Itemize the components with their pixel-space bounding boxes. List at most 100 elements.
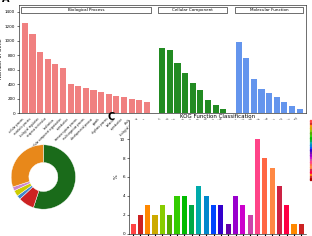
Bar bbox=[291, 224, 297, 234]
Bar bbox=[196, 186, 202, 234]
Text: binding: binding bbox=[229, 117, 239, 127]
Bar bbox=[130, 224, 136, 234]
Bar bbox=[52, 64, 58, 113]
Text: protein binding TF: protein binding TF bbox=[280, 117, 300, 136]
Y-axis label: %: % bbox=[114, 175, 119, 179]
Bar bbox=[243, 58, 249, 113]
Bar bbox=[281, 102, 287, 113]
Bar bbox=[98, 92, 104, 113]
Text: protein-containing complex: protein-containing complex bbox=[165, 117, 193, 145]
Bar bbox=[60, 68, 66, 113]
Text: A: A bbox=[2, 0, 9, 4]
Text: immune system process: immune system process bbox=[54, 117, 78, 142]
Bar bbox=[182, 73, 188, 113]
Wedge shape bbox=[11, 145, 43, 187]
Bar bbox=[204, 196, 209, 234]
Bar bbox=[138, 215, 143, 234]
Text: cellular component organization: cellular component organization bbox=[31, 117, 63, 149]
Text: supramolecular fiber: supramolecular fiber bbox=[202, 117, 223, 139]
Text: membrane-enclosed lumen: membrane-enclosed lumen bbox=[173, 117, 200, 144]
Bar bbox=[174, 63, 181, 113]
Text: structural molecule activity: structural molecule activity bbox=[227, 117, 254, 144]
Bar bbox=[145, 205, 150, 234]
Bar bbox=[211, 205, 216, 234]
Text: molecular function regulator: molecular function regulator bbox=[241, 117, 269, 145]
Bar bbox=[106, 94, 112, 113]
Bar bbox=[248, 215, 253, 234]
Text: death: death bbox=[124, 117, 132, 125]
Text: biological adhesion: biological adhesion bbox=[119, 117, 139, 137]
Bar bbox=[37, 52, 43, 113]
Text: biological regulation: biological regulation bbox=[19, 117, 40, 138]
Bar bbox=[274, 97, 280, 113]
Bar bbox=[129, 99, 135, 113]
Wedge shape bbox=[14, 183, 32, 196]
Text: rhythmic process: rhythmic process bbox=[91, 117, 109, 135]
Text: metabolic process: metabolic process bbox=[13, 117, 32, 136]
Text: organelle: organelle bbox=[166, 117, 178, 128]
Text: C: C bbox=[107, 112, 115, 122]
Bar bbox=[45, 59, 51, 113]
Wedge shape bbox=[20, 187, 39, 208]
Text: pigmentation: pigmentation bbox=[132, 117, 147, 132]
Text: extracellular region: extracellular region bbox=[188, 117, 208, 137]
Bar bbox=[190, 83, 196, 113]
Wedge shape bbox=[13, 181, 30, 191]
Bar bbox=[22, 23, 28, 113]
Bar bbox=[233, 196, 238, 234]
Bar bbox=[68, 84, 74, 113]
Text: macromolecular complex: macromolecular complex bbox=[190, 117, 216, 143]
FancyBboxPatch shape bbox=[158, 7, 227, 13]
Text: cell part: cell part bbox=[160, 117, 170, 127]
Bar bbox=[153, 215, 158, 234]
Bar bbox=[159, 48, 165, 113]
Text: multi-organism process: multi-organism process bbox=[62, 117, 86, 141]
Bar bbox=[182, 196, 187, 234]
Text: reproduction: reproduction bbox=[56, 117, 71, 131]
Text: nucleic acid binding TF: nucleic acid binding TF bbox=[261, 117, 284, 141]
Wedge shape bbox=[17, 185, 33, 199]
Bar bbox=[284, 205, 289, 234]
Bar bbox=[218, 205, 223, 234]
Bar bbox=[251, 79, 257, 113]
Bar bbox=[262, 158, 267, 234]
Bar bbox=[266, 93, 272, 113]
Text: localization: localization bbox=[42, 117, 55, 130]
Bar bbox=[270, 168, 275, 234]
Bar bbox=[220, 109, 227, 113]
Text: transporter activity: transporter activity bbox=[241, 117, 261, 137]
Text: growth: growth bbox=[92, 117, 101, 126]
Bar bbox=[90, 90, 97, 113]
Bar bbox=[167, 215, 172, 234]
Bar bbox=[240, 205, 246, 234]
Bar bbox=[205, 100, 211, 113]
Bar bbox=[289, 106, 295, 113]
Text: cellular process: cellular process bbox=[8, 117, 25, 134]
Text: Biological Process: Biological Process bbox=[68, 8, 104, 12]
Bar bbox=[29, 34, 36, 113]
Bar bbox=[113, 96, 119, 113]
Y-axis label: Number of Gene: Number of Gene bbox=[0, 39, 3, 79]
Bar bbox=[144, 102, 150, 113]
Bar bbox=[75, 86, 81, 113]
Legend: (A) RNA processing and modification, (B) Chromatin structure and dynamics, (C) E: (A) RNA processing and modification, (B)… bbox=[309, 119, 312, 181]
Title: KOG Function Classification: KOG Function Classification bbox=[180, 114, 255, 118]
Text: response to stimulus: response to stimulus bbox=[27, 117, 48, 139]
Bar bbox=[299, 224, 304, 234]
Bar bbox=[258, 89, 265, 113]
Bar bbox=[277, 186, 282, 234]
Bar bbox=[121, 97, 127, 113]
Bar bbox=[83, 88, 89, 113]
Text: reproduction: reproduction bbox=[110, 117, 124, 131]
Text: behavior: behavior bbox=[106, 117, 116, 128]
Bar bbox=[212, 105, 219, 113]
Text: Cellular Component: Cellular Component bbox=[172, 8, 213, 12]
Bar bbox=[236, 42, 241, 113]
Text: Molecular Function: Molecular Function bbox=[250, 8, 288, 12]
Text: receptor activity: receptor activity bbox=[275, 117, 292, 135]
Bar bbox=[297, 109, 303, 113]
Bar bbox=[197, 90, 203, 113]
Bar bbox=[189, 205, 194, 234]
Bar bbox=[160, 205, 165, 234]
FancyBboxPatch shape bbox=[21, 7, 151, 13]
